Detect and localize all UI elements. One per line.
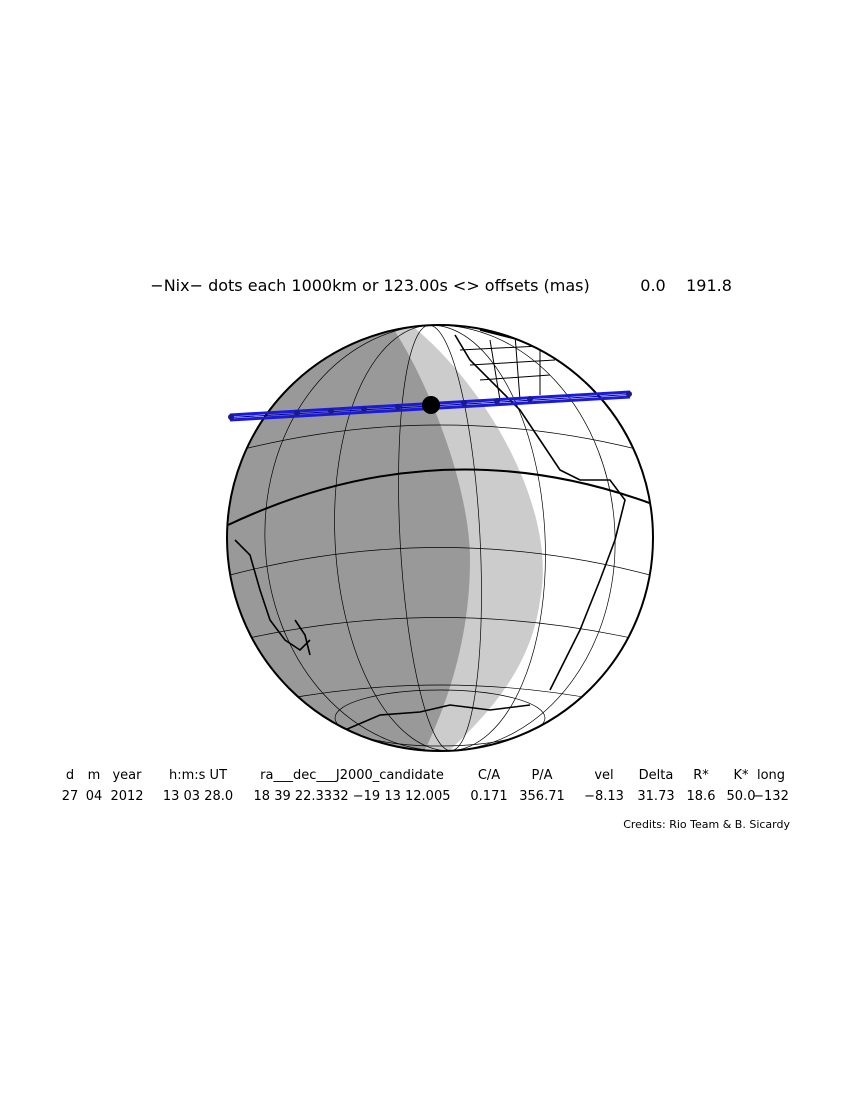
equator <box>227 468 653 526</box>
column-label: h:m:s UT <box>169 768 227 783</box>
column-label: K* <box>733 768 749 783</box>
column-value: 13 03 28.0 <box>163 789 233 804</box>
column-value: 27 <box>62 789 79 804</box>
column-label: long <box>757 768 785 783</box>
ephemeris-table: d m year h:m:s UT ra___dec___J2000_candidate… <box>62 768 789 804</box>
column-value: −132 <box>753 789 789 804</box>
column-value: 04 <box>86 789 103 804</box>
column-value: 50.0 <box>727 789 756 804</box>
column-label: R* <box>693 768 709 783</box>
column-label: year <box>112 768 142 783</box>
column-value: 18.6 <box>687 789 716 804</box>
shadow-track <box>228 390 632 422</box>
state-borders <box>459 334 561 401</box>
column-label: d <box>66 768 74 783</box>
column-label: vel <box>594 768 613 783</box>
column-value: 31.73 <box>637 789 674 804</box>
globe-outline <box>226 324 654 752</box>
column-value: 356.71 <box>519 789 565 804</box>
column-label: P/A <box>531 768 552 783</box>
title: −Nix− dots each 1000km or 123.00s <> off… <box>150 276 589 295</box>
column-label: C/A <box>478 768 500 783</box>
column-value: 2012 <box>110 789 143 804</box>
closest-approach <box>422 396 440 414</box>
globe <box>226 324 654 752</box>
track-dots <box>228 391 632 420</box>
column-label: ra___dec___J2000_candidate <box>260 768 444 783</box>
offset-x: 0.0 <box>640 276 665 295</box>
offset-y: 191.8 <box>686 276 732 295</box>
column-value: 18 39 22.3332 −19 13 12.005 <box>254 789 451 804</box>
column-label: Delta <box>639 768 674 783</box>
column-value: −8.13 <box>584 789 624 804</box>
column-label: m <box>88 768 101 783</box>
column-value: 0.171 <box>470 789 507 804</box>
credits: Credits: Rio Team & B. Sicardy <box>623 818 790 831</box>
